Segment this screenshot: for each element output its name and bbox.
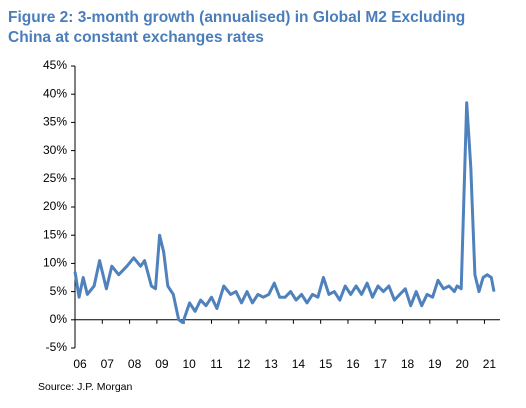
y-tick-label: 30% (43, 143, 67, 157)
x-tick-label: 18 (401, 357, 415, 371)
x-tick-label: 21 (483, 357, 497, 371)
y-tick-label: 15% (43, 227, 67, 241)
x-tick-label: 06 (73, 357, 87, 371)
chart-title: China at constant exchanges rates (8, 29, 264, 46)
source: Source: J.P. Morgan (38, 381, 133, 393)
y-tick-label: 35% (43, 115, 67, 129)
y-tick-label: 0% (50, 312, 68, 326)
y-tick-label: -5% (46, 340, 68, 354)
x-tick-label: 13 (264, 357, 278, 371)
y-tick-label: 40% (43, 86, 67, 100)
x-tick-label: 14 (292, 357, 306, 371)
chart-title: Figure 2: 3-month growth (annualised) in… (8, 9, 465, 26)
x-tick-label: 10 (183, 357, 197, 371)
x-tick-label: 17 (374, 357, 388, 371)
x-tick-label: 09 (155, 357, 169, 371)
x-tick-label: 19 (428, 357, 442, 371)
y-tick-label: 20% (43, 199, 67, 213)
y-tick-label: 25% (43, 171, 67, 185)
y-tick-label: 5% (50, 284, 68, 298)
x-tick-label: 11 (210, 357, 223, 371)
x-tick-label: 16 (346, 357, 360, 371)
x-tick-label: 20 (455, 357, 469, 371)
data-line (73, 101, 496, 325)
x-tick-label: 07 (101, 357, 115, 371)
y-tick-label: 45% (43, 58, 67, 72)
y-tick-label: 10% (43, 256, 67, 270)
x-tick-label: 12 (237, 357, 251, 371)
x-tick-label: 08 (128, 357, 142, 371)
x-tick-label: 15 (319, 357, 333, 371)
